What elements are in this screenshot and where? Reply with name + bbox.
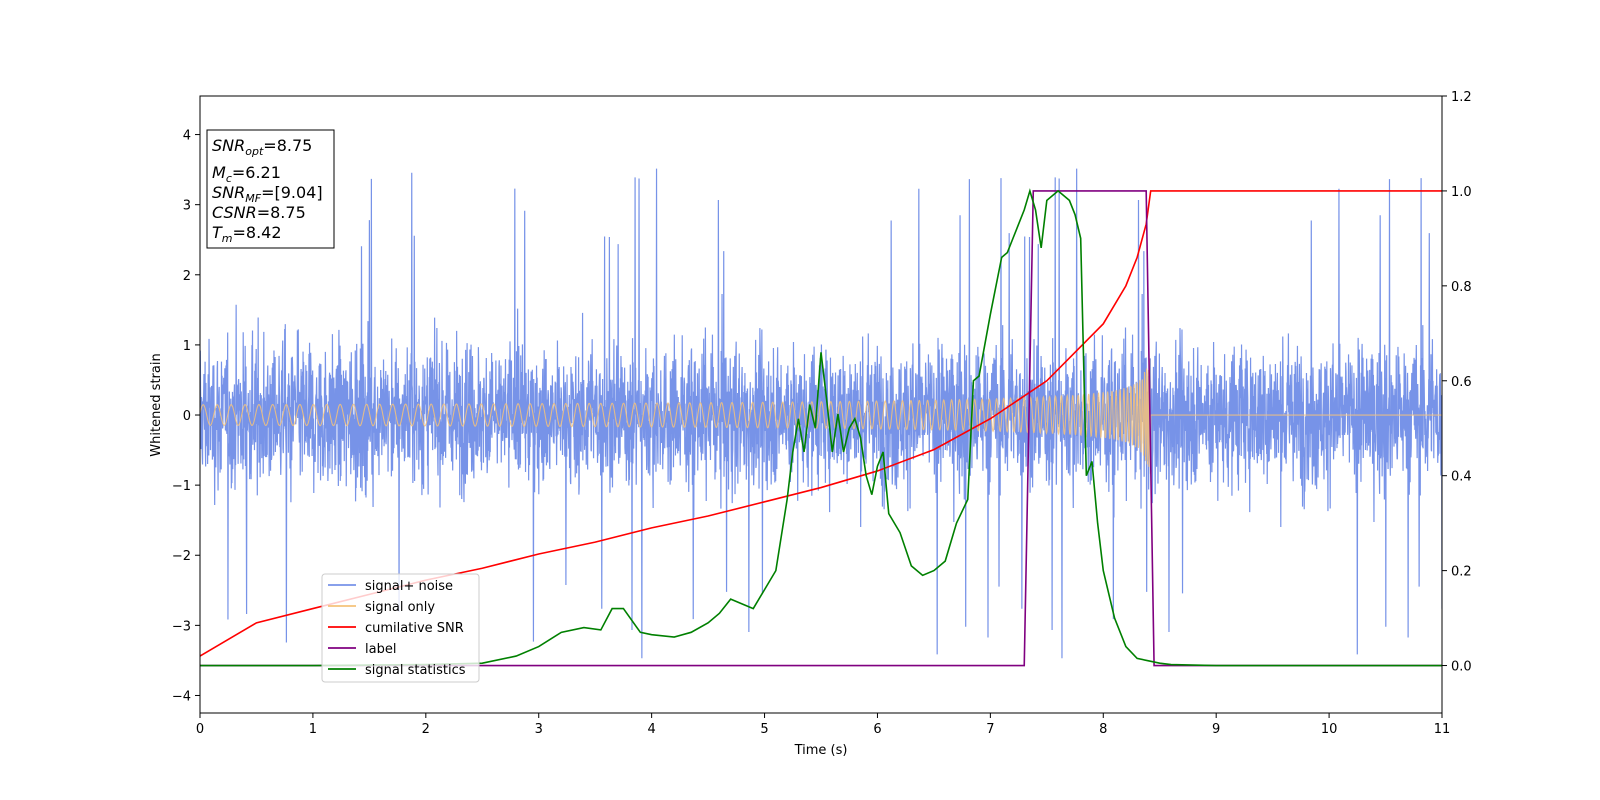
x-tick-label: 9 <box>1212 722 1220 737</box>
x-tick-label: 1 <box>309 722 317 737</box>
annotation-symbol: SNR <box>212 183 245 202</box>
y2-tick-label: 0.0 <box>1451 660 1472 675</box>
x-tick-label: 4 <box>647 722 655 737</box>
y2-tick-label: 1.0 <box>1451 185 1472 200</box>
y-tick-label: −3 <box>172 619 191 634</box>
y-tick-label: 2 <box>183 269 191 284</box>
annotation-line: Tm=8.42 <box>212 223 282 245</box>
y2-tick-label: 0.8 <box>1451 280 1472 295</box>
x-tick-label: 5 <box>760 722 768 737</box>
annotation-box: SNRopt=8.75Mc=6.21SNRMF=[9.04]CSNR=8.75T… <box>206 129 335 249</box>
y-tick-label: 0 <box>183 409 191 424</box>
y2-tick-label: 0.6 <box>1451 375 1472 390</box>
annotation-value: =8.42 <box>233 223 282 242</box>
y2-tick-label: 0.4 <box>1451 470 1472 485</box>
y-tick-label: 3 <box>183 199 191 214</box>
series-signal-statistics <box>200 188 1442 667</box>
y-axis-label: Whitened strain <box>149 353 164 456</box>
x-tick-label: 10 <box>1321 722 1338 737</box>
annotation-line: CSNR=8.75 <box>212 203 306 222</box>
annotation-value: =8.75 <box>257 203 306 222</box>
legend-entry: signal only <box>365 600 435 615</box>
annotation-symbol: SNR <box>212 136 245 155</box>
y-axis-right: 0.0 0.2 0.4 0.6 0.8 1.0 1.2 <box>1442 90 1472 675</box>
legend-entry: cumilative SNR <box>365 621 464 636</box>
annotation-symbol: T <box>212 223 223 242</box>
y2-tick-label: 0.2 <box>1451 565 1472 580</box>
series-signal-noise <box>200 168 1442 659</box>
legend-entry: signal statistics <box>365 663 466 678</box>
y-tick-label: 4 <box>183 129 191 144</box>
y2-tick-label: 1.2 <box>1451 90 1472 105</box>
y-tick-label: 1 <box>183 339 191 354</box>
annotation-subscript: c <box>226 172 232 185</box>
x-tick-label: 2 <box>422 722 430 737</box>
x-tick-label: 8 <box>1099 722 1107 737</box>
legend: signal+ noise signal only cumilative SNR la… <box>321 573 480 683</box>
y-tick-label: −1 <box>172 479 191 494</box>
x-tick-label: 7 <box>986 722 994 737</box>
annotation-value: =6.21 <box>232 163 281 182</box>
legend-frame <box>321 573 480 683</box>
annotation-value: =8.75 <box>263 136 312 155</box>
y-tick-label: −2 <box>172 549 191 564</box>
y-axis-left: 4 3 2 1 0 −1 −2 −3 −4 <box>172 129 200 704</box>
annotation-symbol: CSNR <box>212 203 257 222</box>
x-tick-label: 0 <box>196 722 204 737</box>
x-tick-label: 3 <box>535 722 543 737</box>
x-axis-label: Time (s) <box>794 743 848 758</box>
x-tick-label: 11 <box>1434 722 1451 737</box>
legend-entry: signal+ noise <box>365 579 453 594</box>
series-signal-only <box>200 358 1442 474</box>
plot-frame <box>199 95 1443 714</box>
annotation-line: SNRMF=[9.04] <box>212 183 323 205</box>
legend-entry: label <box>365 642 396 657</box>
annotation-value: =[9.04] <box>261 183 323 202</box>
annotation-subscript: opt <box>245 145 264 158</box>
annotation-line: Mc=6.21 <box>212 163 281 185</box>
annotation-line: SNRopt=8.75 <box>212 136 312 158</box>
y-tick-label: −4 <box>172 689 191 704</box>
annotation-subscript: m <box>222 232 233 245</box>
annotation-frame <box>206 129 335 249</box>
x-axis: 0 1 2 3 4 5 6 7 8 9 10 11 <box>196 713 1450 737</box>
annotation-symbol: M <box>212 163 226 182</box>
annotation-subscript: MF <box>245 192 261 205</box>
x-tick-label: 6 <box>873 722 881 737</box>
